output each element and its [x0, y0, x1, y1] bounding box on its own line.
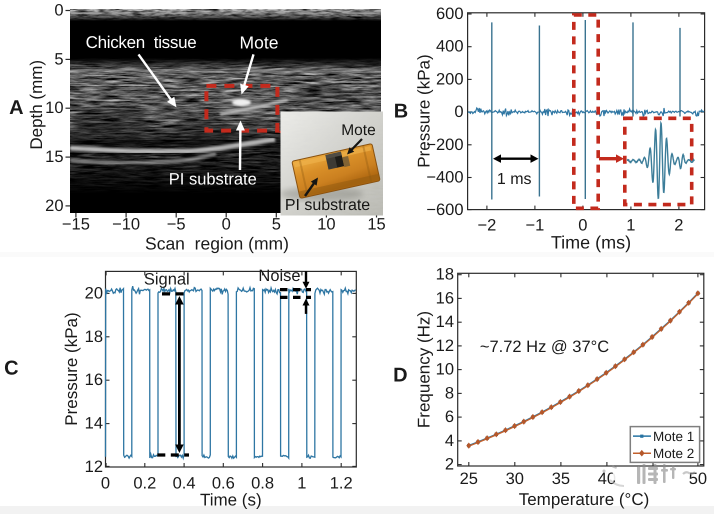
svg-text:Time (ms): Time (ms) — [551, 233, 631, 253]
svg-text:−2: −2 — [477, 216, 496, 234]
svg-text:0: 0 — [578, 216, 587, 234]
svg-text:−1: −1 — [525, 216, 544, 234]
svg-text:15: 15 — [45, 148, 63, 166]
svg-text:PI substrate: PI substrate — [169, 171, 257, 189]
svg-text:A: A — [9, 97, 23, 119]
svg-text:0: 0 — [454, 103, 463, 121]
svg-text:Mote: Mote — [240, 33, 279, 53]
svg-text:D: D — [393, 364, 407, 386]
svg-text:−5: −5 — [167, 216, 186, 234]
svg-text:1: 1 — [297, 475, 306, 493]
svg-text:16: 16 — [436, 289, 454, 307]
svg-text:16: 16 — [85, 371, 103, 389]
svg-text:Mote 2: Mote 2 — [653, 446, 694, 461]
svg-text:10: 10 — [317, 216, 335, 234]
svg-text:0: 0 — [101, 475, 110, 493]
svg-text:4: 4 — [445, 432, 454, 450]
svg-text:PI substrate: PI substrate — [285, 197, 370, 214]
svg-text:20: 20 — [45, 197, 63, 215]
svg-text:14: 14 — [436, 313, 454, 331]
svg-text:18: 18 — [436, 266, 454, 284]
svg-text:Mote 1: Mote 1 — [653, 429, 694, 444]
svg-text:0.2: 0.2 — [133, 475, 156, 493]
svg-text:Temperature (°C): Temperature (°C) — [519, 490, 650, 509]
svg-text:Mote: Mote — [341, 122, 375, 139]
svg-text:Time (s): Time (s) — [200, 491, 262, 510]
svg-text:400: 400 — [436, 38, 464, 56]
svg-text:0.6: 0.6 — [212, 475, 235, 493]
svg-text:600: 600 — [436, 5, 464, 23]
svg-text:30: 30 — [506, 470, 524, 488]
svg-text:10: 10 — [45, 99, 63, 117]
svg-text:1: 1 — [626, 216, 635, 234]
svg-text:Frequency (Hz): Frequency (Hz) — [415, 311, 434, 428]
svg-text:25: 25 — [460, 470, 478, 488]
svg-text:10: 10 — [436, 361, 454, 379]
svg-text:35: 35 — [552, 470, 570, 488]
svg-text:200: 200 — [436, 70, 464, 88]
svg-text:Chicken tissue: Chicken tissue — [86, 33, 197, 52]
svg-text:12: 12 — [436, 337, 454, 355]
svg-text:0.4: 0.4 — [173, 475, 196, 493]
svg-text:1.2: 1.2 — [330, 475, 353, 493]
svg-text:−200: −200 — [426, 136, 463, 154]
svg-text:Signal: Signal — [144, 271, 190, 289]
svg-text:2: 2 — [674, 216, 683, 234]
svg-text:2: 2 — [445, 456, 454, 474]
svg-text:~7.72 Hz @ 37°C: ~7.72 Hz @ 37°C — [480, 338, 609, 356]
svg-text:B: B — [394, 101, 408, 123]
svg-text:6: 6 — [445, 408, 454, 426]
svg-text:14: 14 — [85, 415, 103, 433]
svg-text:8: 8 — [445, 384, 454, 402]
svg-text:0: 0 — [54, 2, 63, 20]
svg-text:5: 5 — [272, 216, 281, 234]
svg-text:Noise: Noise — [258, 267, 300, 285]
svg-text:−15: −15 — [62, 216, 90, 234]
svg-text:12: 12 — [85, 458, 103, 476]
svg-text:Depth (mm): Depth (mm) — [27, 60, 46, 150]
svg-text:0: 0 — [222, 216, 231, 234]
svg-text:−10: −10 — [112, 216, 140, 234]
svg-text:5: 5 — [54, 50, 63, 68]
svg-text:Pressure (kPa): Pressure (kPa) — [62, 312, 81, 425]
svg-text:C: C — [4, 358, 18, 380]
svg-text:50: 50 — [689, 470, 707, 488]
svg-text:40: 40 — [598, 470, 616, 488]
svg-text:−600: −600 — [426, 201, 463, 219]
svg-text:Pressure (kPa): Pressure (kPa) — [415, 54, 434, 167]
svg-text:0.8: 0.8 — [251, 475, 274, 493]
svg-text:1 ms: 1 ms — [497, 171, 532, 188]
svg-text:−400: −400 — [426, 169, 463, 187]
svg-text:18: 18 — [85, 328, 103, 346]
svg-text:Scan region (mm): Scan region (mm) — [145, 234, 289, 254]
svg-text:20: 20 — [85, 284, 103, 302]
svg-text:15: 15 — [367, 216, 385, 234]
